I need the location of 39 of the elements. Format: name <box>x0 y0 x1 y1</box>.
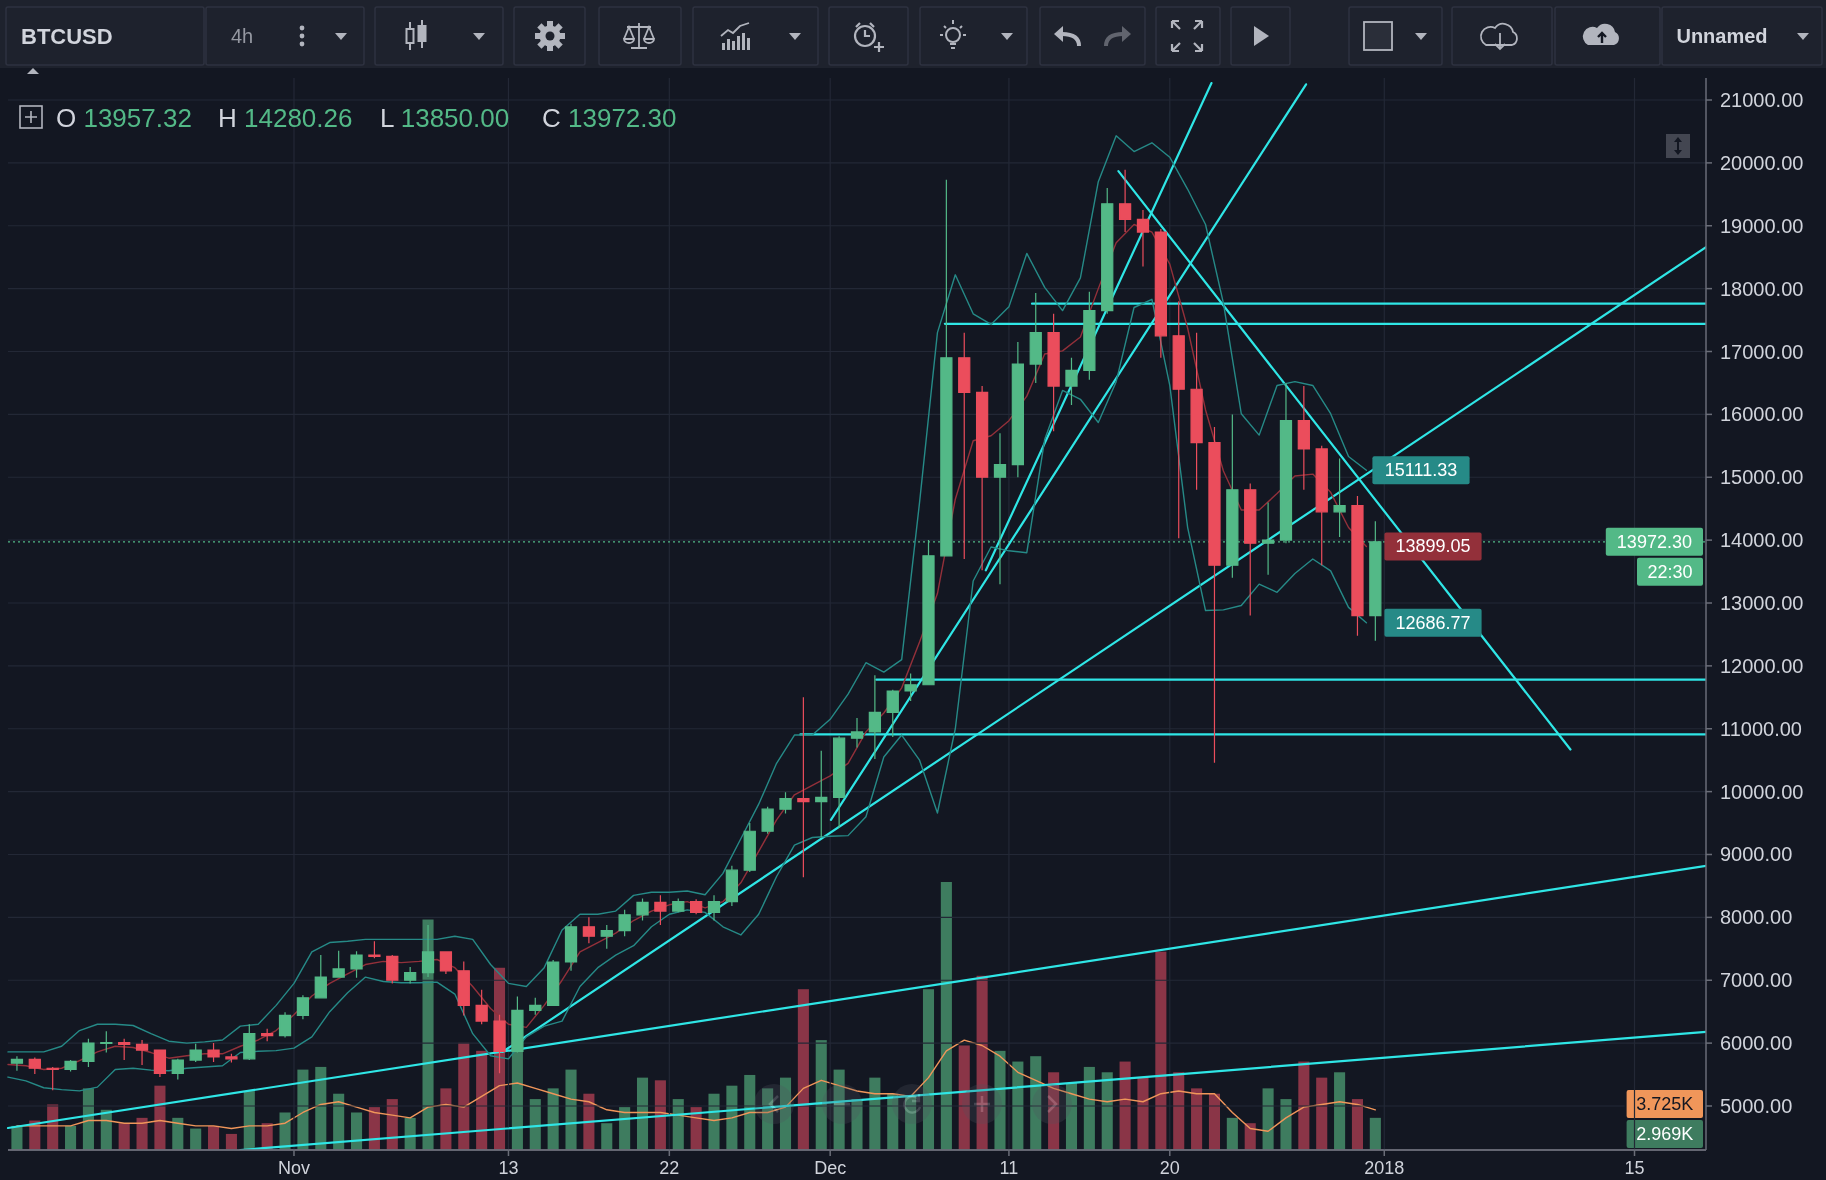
x-tick-label: 22 <box>659 1158 680 1178</box>
annotation: 3.725K <box>1636 1094 1694 1114</box>
text: Unnamed <box>1676 25 1768 47</box>
y-tick-label: 15000.00 <box>1720 466 1804 489</box>
ref-line-label: 13972.30 <box>1616 531 1692 552</box>
y-tick-label: 10000.00 <box>1720 780 1804 803</box>
annotation: L 13850.00 <box>380 103 510 133</box>
y-tick-label: 18000.00 <box>1720 277 1804 300</box>
annotation: 2.969K <box>1636 1124 1694 1144</box>
annotation: 22:30 <box>1647 561 1693 582</box>
y-tick-label: 6000.00 <box>1720 1032 1793 1055</box>
y-tick-label: 5000.00 <box>1720 1094 1793 1117</box>
data-label: 12686.77 <box>1395 612 1471 633</box>
x-tick-label: Dec <box>814 1158 847 1178</box>
y-tick-label: 11000.00 <box>1720 717 1802 740</box>
y-tick-label: 20000.00 <box>1720 151 1804 174</box>
data-label: 15111.33 <box>1384 460 1458 481</box>
y-tick-label: 14000.00 <box>1720 529 1804 552</box>
x-tick-label: 20 <box>1159 1158 1180 1178</box>
y-tick-label: 16000.00 <box>1720 403 1804 426</box>
y-tick-label: 17000.00 <box>1720 340 1804 363</box>
x-tick-label: 13 <box>498 1158 519 1178</box>
annotation: H 14280.26 <box>218 103 353 133</box>
chart-subtitle: 4h <box>230 25 254 47</box>
x-tick-label: 15 <box>1624 1158 1645 1178</box>
y-tick-label: 12000.00 <box>1720 654 1804 677</box>
y-tick-label: 8000.00 <box>1720 906 1793 929</box>
x-tick-label: Nov <box>277 1158 310 1178</box>
y-tick-label: 19000.00 <box>1720 214 1804 237</box>
y-tick-label: 13000.00 <box>1720 592 1804 614</box>
y-tick-label: 7000.00 <box>1720 969 1793 992</box>
chart-title: BTCUSD <box>21 24 113 49</box>
annotation: C 13972.30 <box>542 103 677 133</box>
annotation: O 13957.32 <box>56 103 192 133</box>
data-label: 13899.05 <box>1395 536 1471 557</box>
x-tick-label: 2018 <box>1364 1158 1405 1178</box>
y-tick-label: 21000.00 <box>1720 89 1804 112</box>
x-tick-label: 11 <box>999 1158 1019 1178</box>
y-tick-label: 9000.00 <box>1720 843 1793 866</box>
